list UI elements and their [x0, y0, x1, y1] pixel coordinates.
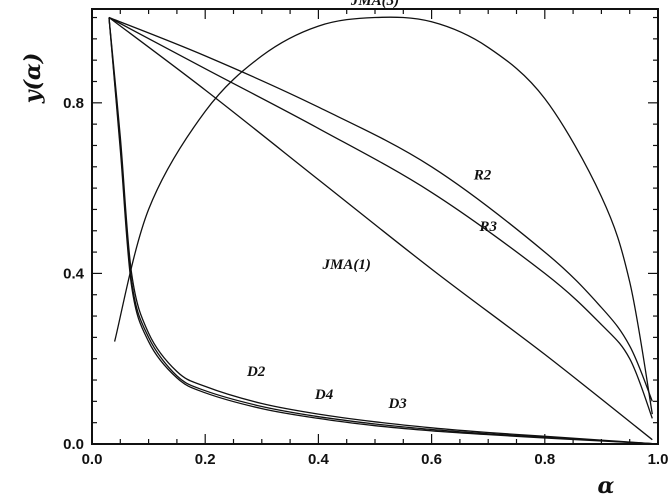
x-tick-label: 0.6 [421, 451, 442, 468]
series-line-r3 [108, 16, 653, 419]
x-tick-label: 0.4 [308, 451, 330, 468]
curve-label-d3: D3 [387, 396, 407, 412]
series-line-d4 [108, 17, 653, 445]
y-tick-label: 0.4 [63, 265, 85, 282]
x-tick-label: 0.8 [534, 451, 555, 468]
curve-label-r3: R3 [478, 219, 497, 235]
x-tick-labels: 0.0 0.2 0.4 0.6 0.8 1.0 [82, 451, 669, 468]
y-tick-label: 0.8 [63, 95, 84, 112]
series-line-d2 [108, 17, 653, 445]
series-line-d3 [108, 17, 653, 445]
series-curves [108, 16, 653, 445]
series-line-r2 [108, 16, 653, 402]
x-tick-label: 0.2 [195, 451, 216, 468]
x-axis-title: α [598, 473, 615, 499]
curve-label-d2: D2 [246, 364, 266, 380]
series-line-jma1 [108, 16, 653, 441]
x-tick-label: 1.0 [648, 451, 669, 468]
curve-label-d4: D4 [314, 387, 334, 403]
curve-labels: JMA(3) R2 R3 JMA(1) D2 D4 D3 [246, 0, 497, 412]
curve-label-jma3: JMA(3) [350, 0, 399, 9]
curve-label-r2: R2 [473, 168, 492, 184]
series-line-jma3 [113, 16, 653, 415]
curve-label-jma1: JMA(1) [322, 257, 371, 273]
x-tick-label: 0.0 [82, 451, 103, 468]
y-tick-labels: 0.0 0.4 0.8 [63, 95, 85, 453]
y-axis-title: y(α) [20, 53, 46, 105]
y-tick-label: 0.0 [63, 436, 84, 453]
